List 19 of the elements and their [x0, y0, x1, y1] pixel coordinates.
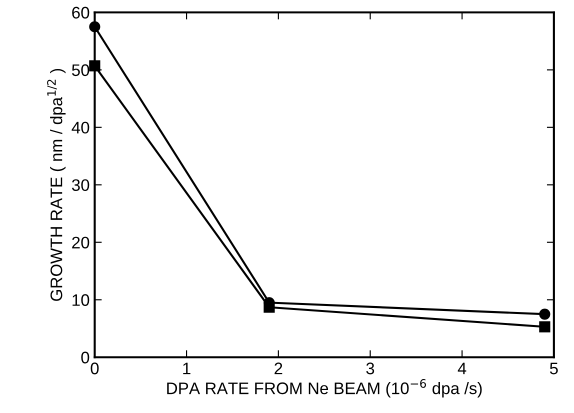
point — [539, 321, 550, 332]
point — [89, 60, 100, 72]
y-tick-label: 10 — [72, 294, 90, 306]
y-tick-label: 60 — [72, 6, 90, 19]
y-tick-label: 50 — [72, 64, 90, 76]
y-tick-label: 0 — [81, 352, 90, 364]
point — [89, 21, 100, 32]
point — [539, 308, 550, 320]
x-tick-label: 2 — [274, 362, 282, 374]
y-axis-title: GROWTH RATE ( nm / dpa$^{1/2}$ ) — [47, 68, 66, 301]
x-tick-label: 3 — [366, 362, 374, 374]
y-tick-label: 20 — [72, 236, 90, 248]
x-tick-label: 4 — [458, 362, 466, 374]
x-tick-label: 1 — [183, 362, 190, 374]
y-tick-label: 40 — [72, 122, 90, 134]
x-axis-title: DPA RATE FROM Ne BEAM (10$^{−6}$ dpa /s) — [167, 379, 482, 398]
x-tick-label: 5 — [550, 362, 558, 374]
x-tick-label: 0 — [90, 362, 99, 374]
y-tick-label: 30 — [72, 179, 90, 192]
